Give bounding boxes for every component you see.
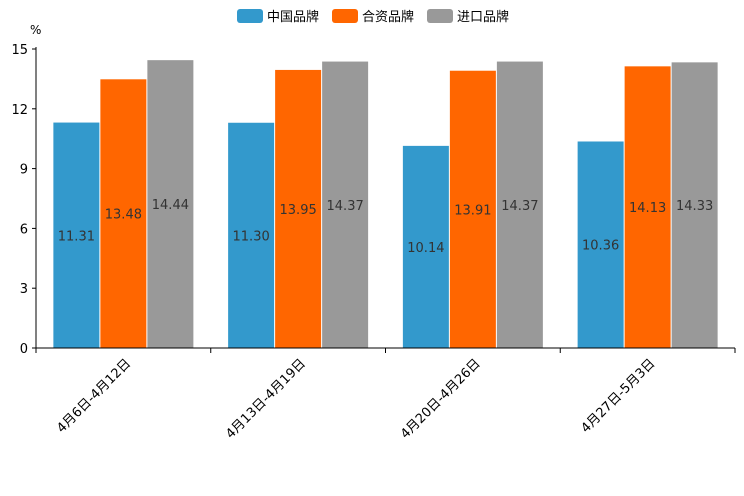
x-tick-label: 4月6日-4月12日: [54, 356, 134, 436]
y-tick-label: 6: [20, 222, 28, 237]
y-tick-label: 9: [20, 163, 28, 178]
x-tick-label: 4月20日-4月26日: [398, 356, 484, 442]
bar: [496, 61, 543, 349]
y-tick-label: 0: [20, 342, 28, 357]
bar: [624, 66, 671, 348]
data-label: 10.14: [407, 241, 444, 256]
data-label: 14.37: [501, 199, 538, 214]
bar: [100, 79, 147, 348]
y-axis-unit: %: [30, 23, 41, 37]
bar: [53, 122, 100, 348]
bar: [228, 122, 275, 349]
legend-label: 进口品牌: [457, 9, 509, 25]
data-label: 10.36: [582, 239, 619, 254]
bar: [147, 60, 194, 349]
x-tick-label: 4月27日-5月3日: [579, 356, 659, 436]
bar: [671, 62, 718, 348]
legend-swatch: [237, 9, 263, 23]
legend-label: 合资品牌: [362, 9, 414, 25]
bar: [402, 145, 449, 348]
bar: [322, 61, 369, 349]
bar: [577, 141, 624, 348]
data-label: 14.33: [676, 199, 713, 214]
legend-swatch: [427, 9, 453, 23]
bars: 11.31 13.48 14.44 11.30 13.95 14.37 10.14 13.91…: [53, 60, 718, 349]
data-label: 13.91: [454, 203, 491, 218]
y-tick-label: 3: [20, 282, 28, 297]
x-tick-label: 4月13日-4月19日: [223, 356, 309, 442]
legend-swatch: [332, 9, 358, 23]
data-label: 11.30: [233, 229, 270, 244]
x-axis: 4月6日-4月12日 4月13日-4月19日 4月20日-4月26日 4月27日-5月…: [35, 347, 736, 442]
bar: [449, 70, 496, 349]
data-label: 11.31: [58, 229, 95, 244]
data-label: 14.13: [629, 201, 666, 216]
y-axis: 0 3 6 9 12 15: [11, 43, 37, 357]
legend-label: 中国品牌: [267, 9, 319, 25]
data-label: 14.37: [327, 199, 364, 214]
legend: 中国品牌 合资品牌 进口品牌: [237, 9, 509, 25]
data-label: 13.95: [280, 203, 317, 218]
data-label: 13.48: [105, 208, 142, 223]
data-label: 14.44: [152, 198, 189, 213]
y-tick-label: 12: [11, 103, 28, 118]
bar: [275, 69, 322, 349]
y-tick-label: 15: [11, 43, 28, 58]
